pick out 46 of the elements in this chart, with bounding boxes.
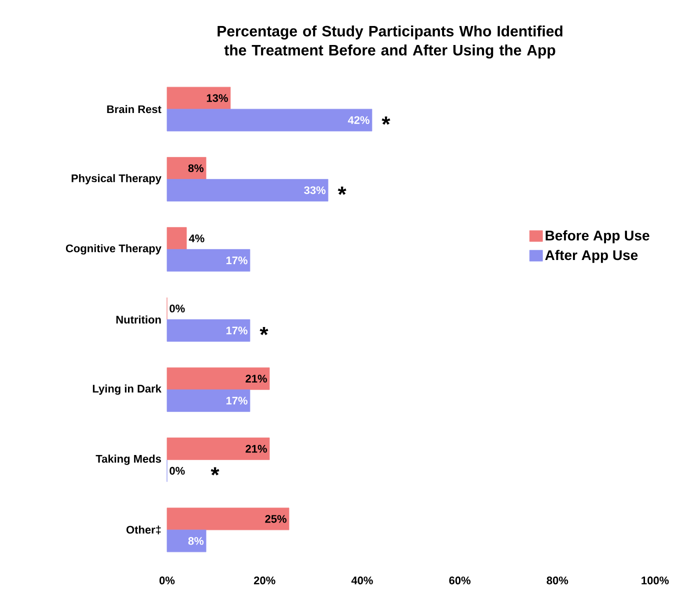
annotation: *	[260, 326, 268, 336]
y-tick-label: Brain Rest	[107, 105, 162, 114]
data-label: 17%	[226, 396, 248, 405]
data-label: 17%	[226, 326, 248, 334]
annotation: *	[338, 186, 346, 195]
x-tick-label: 80%	[546, 576, 568, 584]
data-label: 25%	[265, 515, 287, 523]
y-tick-label: Lying in Dark	[92, 384, 162, 395]
annotation: *	[210, 467, 220, 476]
data-label: 13%	[206, 94, 228, 102]
y-tick-label: Cognitive Therapy	[66, 244, 162, 255]
x-tick-label: 100%	[642, 576, 669, 584]
bar	[166, 86, 231, 110]
x-tick-label: 40%	[351, 576, 373, 584]
data-label: 21%	[246, 374, 267, 383]
bar	[166, 438, 270, 460]
legend-label: After App Use	[545, 250, 638, 263]
bar	[166, 319, 250, 342]
y-tick-label: Physical Therapy	[72, 174, 162, 184]
data-label: 42%	[348, 116, 370, 124]
data-label: 0%	[170, 466, 185, 475]
data-label: 8%	[188, 537, 204, 545]
y-tick-label: Nutrition	[116, 315, 161, 324]
data-label: 21%	[246, 444, 267, 453]
legend-label: Before App Use	[546, 230, 650, 244]
x-tick-label: 60%	[449, 576, 471, 584]
x-tick-label: 0%	[159, 576, 175, 584]
bar	[166, 227, 187, 250]
bar	[166, 108, 372, 132]
bar	[166, 179, 328, 202]
y-tick-label: Other‡	[126, 526, 161, 534]
data-label: 0%	[170, 304, 185, 312]
bar	[166, 389, 250, 412]
y-tick-label: Taking Meds	[96, 454, 162, 465]
bar	[166, 157, 206, 180]
annotation: *	[382, 116, 390, 125]
bar	[166, 530, 206, 552]
chart-title: Percentage of Study Participants Who Identified the Treatment Before and After Using the App	[218, 25, 562, 59]
bar	[166, 508, 290, 530]
bar	[166, 367, 270, 390]
x-tick-label: 20%	[254, 576, 276, 584]
data-label: 8%	[188, 164, 204, 172]
data-label: 4%	[188, 234, 204, 242]
data-label: 17%	[226, 256, 248, 264]
data-label: 33%	[304, 186, 326, 194]
bar	[166, 249, 250, 272]
